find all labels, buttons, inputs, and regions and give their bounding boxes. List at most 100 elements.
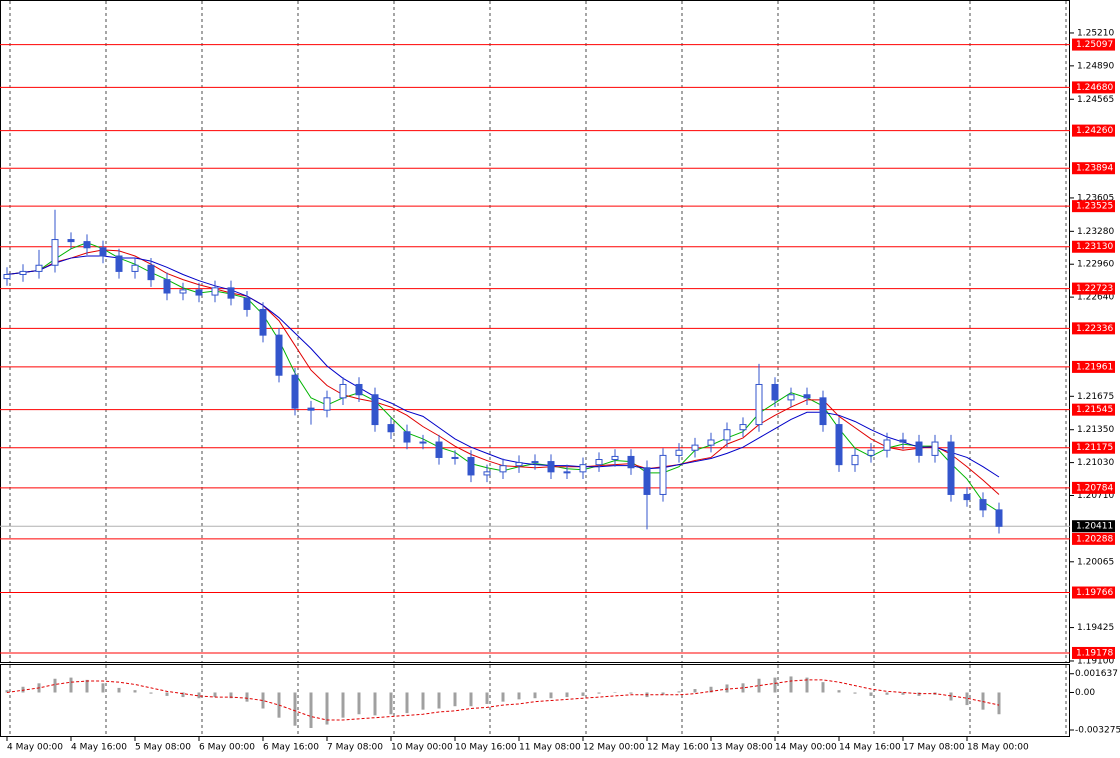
- histogram-bar: [805, 677, 809, 693]
- histogram-bar: [213, 692, 217, 698]
- level-box: [1072, 200, 1115, 213]
- x-tick-label: 7 May 08:00: [327, 743, 383, 753]
- candle-body: [915, 441, 923, 456]
- histogram-bar: [629, 692, 633, 694]
- histogram-bar: [581, 692, 585, 696]
- histogram-bar: [117, 687, 121, 693]
- histogram-bar: [149, 692, 153, 694]
- candle-body: [291, 374, 299, 409]
- histogram-bar: [677, 691, 681, 693]
- level-label: 1.24260: [1076, 126, 1113, 136]
- histogram-bar: [757, 678, 761, 693]
- level-box: [1072, 441, 1115, 454]
- candle-body: [51, 239, 59, 266]
- histogram-bar: [373, 692, 377, 716]
- level-box: [1072, 81, 1115, 94]
- candle-body: [851, 454, 859, 466]
- candle-body: [35, 264, 43, 272]
- histogram-bar: [229, 692, 233, 699]
- candle-body: [275, 334, 283, 376]
- histogram-bar: [917, 692, 921, 696]
- y-tick-label: 1.24890: [1077, 61, 1114, 71]
- candle-body: [899, 439, 907, 443]
- x-tick-label: 10 May 16:00: [455, 743, 517, 753]
- candle-body: [515, 462, 523, 467]
- histogram-bar: [197, 692, 201, 699]
- candle-body: [995, 509, 1003, 527]
- candle-body: [435, 441, 443, 458]
- candle-body: [643, 467, 651, 495]
- candle-body: [371, 394, 379, 426]
- y2-tick-label: 0.001637: [1075, 669, 1118, 679]
- candle-body: [483, 471, 491, 476]
- x-tick-label: 6 May 00:00: [199, 743, 255, 753]
- level-label: 1.23130: [1076, 242, 1113, 252]
- histogram-bar: [133, 690, 137, 693]
- candle-body: [867, 449, 875, 456]
- histogram-bar: [741, 683, 745, 693]
- level-box: [1072, 646, 1115, 659]
- current-price-label: 1.20411: [1076, 522, 1113, 532]
- histogram-bar: [437, 692, 441, 709]
- histogram-bar: [773, 677, 777, 693]
- candle-body: [883, 439, 891, 451]
- level-label: 1.19766: [1076, 588, 1113, 598]
- candle-body: [723, 429, 731, 441]
- y2-tick-label: -0.003275: [1075, 725, 1120, 735]
- y-tick-label: 1.21030: [1077, 458, 1114, 468]
- level-box: [1072, 240, 1115, 253]
- y-tick-label: 1.19425: [1077, 623, 1114, 633]
- y-tick-label: 1.19100: [1077, 656, 1114, 666]
- candle-body: [755, 383, 763, 426]
- candle-body: [563, 471, 571, 474]
- histogram-bar: [421, 692, 425, 710]
- candle-body: [979, 499, 987, 511]
- histogram-bar: [997, 692, 1001, 715]
- level-label: 1.23894: [1076, 164, 1113, 174]
- y-tick-label: 1.22960: [1077, 260, 1114, 270]
- histogram-bar: [661, 692, 665, 695]
- level-box: [1072, 322, 1115, 335]
- candle-body: [611, 455, 619, 461]
- histogram-bar: [309, 692, 313, 728]
- candle-body: [387, 424, 395, 433]
- histogram-bar: [453, 692, 457, 707]
- candle-body: [499, 465, 507, 473]
- y-tick-label: 1.20065: [1077, 557, 1114, 567]
- signal-line: [6, 679, 1000, 721]
- level-label: 1.21961: [1076, 362, 1113, 372]
- histogram-bar: [165, 692, 169, 696]
- level-label: 1.22723: [1076, 284, 1113, 294]
- histogram-bar: [85, 679, 89, 693]
- candle-body: [819, 397, 827, 426]
- histogram-bar: [597, 692, 601, 694]
- candle-body: [211, 287, 219, 296]
- candle-body: [963, 493, 971, 501]
- candle-body: [771, 383, 779, 401]
- histogram-bar: [53, 678, 57, 693]
- candle-body: [835, 424, 843, 466]
- histogram-bar: [885, 692, 889, 695]
- histogram-bar: [533, 692, 537, 699]
- y-tick-label: 1.25210: [1077, 28, 1114, 38]
- candle-body: [627, 455, 635, 469]
- candle-body: [147, 264, 155, 281]
- current-price-box: [1072, 520, 1115, 533]
- candle-body: [451, 456, 459, 459]
- y-tick-label: 1.22640: [1077, 293, 1114, 303]
- level-box: [1072, 124, 1115, 137]
- y-tick-label: 1.24565: [1077, 95, 1114, 105]
- histogram-bar: [325, 692, 329, 725]
- x-tick-label: 18 May 00:00: [967, 743, 1029, 753]
- level-label: 1.23525: [1076, 202, 1113, 212]
- histogram-bar: [357, 692, 361, 715]
- level-box: [1072, 403, 1115, 416]
- x-tick-label: 12 May 00:00: [583, 743, 645, 753]
- candle-body: [787, 394, 795, 401]
- histogram-bar: [341, 692, 345, 718]
- histogram-bar: [293, 692, 297, 726]
- histogram-bar: [965, 692, 969, 706]
- candle-body: [739, 424, 747, 431]
- candle-body: [547, 461, 555, 473]
- level-label: 1.21175: [1076, 443, 1113, 453]
